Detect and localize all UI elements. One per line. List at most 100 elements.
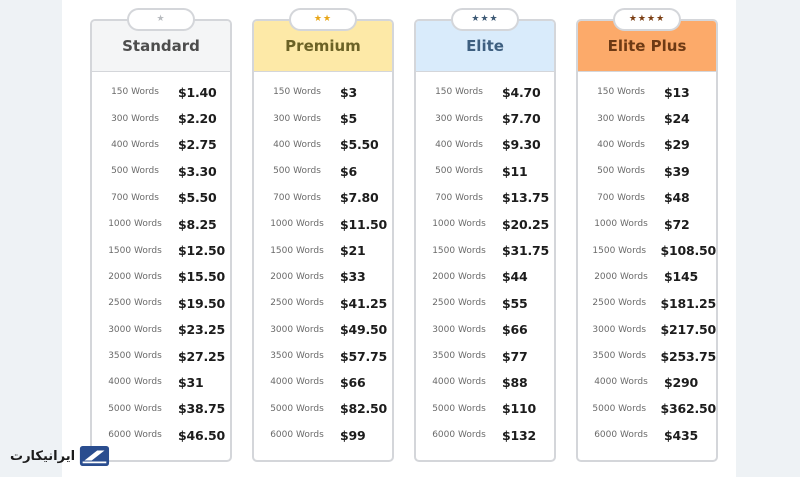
word-count: 1500 Words xyxy=(270,245,324,256)
price-row: 3500 Words $253.75 xyxy=(578,343,716,369)
price-row: 150 Words $4.70 xyxy=(416,79,554,105)
price-value: $7.80 xyxy=(340,190,379,206)
price-row: 400 Words $5.50 xyxy=(254,132,392,158)
price-row: 5000 Words $38.75 xyxy=(92,396,230,422)
word-count: 3500 Words xyxy=(592,351,647,362)
price-row: 2500 Words $55 xyxy=(416,290,554,316)
brand-logo[interactable]: ایرانیکارت xyxy=(10,444,110,468)
price-row: 4000 Words $31 xyxy=(92,369,230,395)
word-count: 1000 Words xyxy=(270,219,324,230)
word-count: 4000 Words xyxy=(594,377,648,388)
word-count: 400 Words xyxy=(111,139,159,150)
plan-card-elite: ★★★ Elite 150 Words $4.70 300 Words $7.70 400 … xyxy=(414,8,556,462)
word-count: 150 Words xyxy=(597,87,645,98)
price-value: $217.50 xyxy=(660,322,716,338)
price-row: 1000 Words $72 xyxy=(578,211,716,237)
price-row: 4000 Words $66 xyxy=(254,369,392,395)
price-value: $41.25 xyxy=(340,295,388,311)
price-row: 3000 Words $217.50 xyxy=(578,317,716,343)
price-value: $15.50 xyxy=(178,269,226,285)
price-row: 2500 Words $41.25 xyxy=(254,290,392,316)
star-rating-icon: ★★★★ xyxy=(613,8,681,31)
price-row: 700 Words $5.50 xyxy=(92,185,230,211)
word-count: 5000 Words xyxy=(432,403,486,414)
word-count: 2000 Words xyxy=(108,271,162,282)
price-value: $44 xyxy=(502,269,528,285)
price-value: $38.75 xyxy=(178,401,226,417)
star-rating-icon: ★★★ xyxy=(451,8,519,31)
price-row: 150 Words $1.40 xyxy=(92,79,230,105)
price-row: 1500 Words $31.75 xyxy=(416,237,554,263)
price-value: $33 xyxy=(340,269,366,285)
price-row: 500 Words $6 xyxy=(254,158,392,184)
price-value: $66 xyxy=(340,374,366,390)
price-list: 150 Words $13 300 Words $24 400 Words $29 500 … xyxy=(578,72,716,448)
word-count: 1000 Words xyxy=(594,219,648,230)
price-row: 2000 Words $33 xyxy=(254,264,392,290)
price-row: 1000 Words $8.25 xyxy=(92,211,230,237)
price-list: 150 Words $1.40 300 Words $2.20 400 Words $2.… xyxy=(92,72,230,448)
word-count: 500 Words xyxy=(111,166,159,177)
price-value: $435 xyxy=(664,427,698,443)
price-row: 400 Words $9.30 xyxy=(416,132,554,158)
word-count: 700 Words xyxy=(273,192,321,203)
price-row: 1500 Words $108.50 xyxy=(578,237,716,263)
word-count: 6000 Words xyxy=(594,430,648,441)
price-value: $23.25 xyxy=(178,322,226,338)
price-value: $31 xyxy=(178,374,204,390)
price-value: $108.50 xyxy=(660,243,716,259)
word-count: 2500 Words xyxy=(432,298,486,309)
word-count: 2500 Words xyxy=(270,298,324,309)
word-count: 6000 Words xyxy=(432,430,486,441)
price-row: 1500 Words $21 xyxy=(254,237,392,263)
price-value: $1.40 xyxy=(178,84,217,100)
price-row: 1000 Words $11.50 xyxy=(254,211,392,237)
word-count: 4000 Words xyxy=(108,377,162,388)
price-value: $49.50 xyxy=(340,322,388,338)
price-row: 300 Words $7.70 xyxy=(416,105,554,131)
price-row: 1500 Words $12.50 xyxy=(92,237,230,263)
word-count: 700 Words xyxy=(597,192,645,203)
price-list: 150 Words $4.70 300 Words $7.70 400 Words $9.… xyxy=(416,72,554,448)
price-row: 2000 Words $15.50 xyxy=(92,264,230,290)
price-row: 5000 Words $362.50 xyxy=(578,396,716,422)
price-row: 5000 Words $110 xyxy=(416,396,554,422)
word-count: 300 Words xyxy=(597,113,645,124)
price-value: $2.75 xyxy=(178,137,217,153)
price-value: $5 xyxy=(340,111,357,127)
price-value: $19.50 xyxy=(178,295,226,311)
price-value: $99 xyxy=(340,427,366,443)
word-count: 300 Words xyxy=(111,113,159,124)
word-count: 6000 Words xyxy=(108,430,162,441)
price-value: $31.75 xyxy=(502,243,550,259)
word-count: 500 Words xyxy=(597,166,645,177)
price-row: 3000 Words $49.50 xyxy=(254,317,392,343)
price-row: 6000 Words $46.50 xyxy=(92,422,230,448)
word-count: 500 Words xyxy=(273,166,321,177)
price-row: 500 Words $39 xyxy=(578,158,716,184)
word-count: 1000 Words xyxy=(108,219,162,230)
price-value: $145 xyxy=(664,269,698,285)
price-value: $55 xyxy=(502,295,528,311)
price-value: $88 xyxy=(502,374,528,390)
word-count: 700 Words xyxy=(435,192,483,203)
star-rating-icon: ★ xyxy=(127,8,195,31)
price-value: $110 xyxy=(502,401,536,417)
price-row: 700 Words $13.75 xyxy=(416,185,554,211)
word-count: 400 Words xyxy=(273,139,321,150)
plan-card-elite-plus: ★★★★ Elite Plus 150 Words $13 300 Words $24 40… xyxy=(576,8,718,462)
word-count: 5000 Words xyxy=(108,403,162,414)
price-row: 3500 Words $77 xyxy=(416,343,554,369)
price-value: $253.75 xyxy=(660,348,716,364)
price-value: $4.70 xyxy=(502,84,541,100)
price-row: 6000 Words $435 xyxy=(578,422,716,448)
price-value: $11 xyxy=(502,163,528,179)
price-row: 2000 Words $44 xyxy=(416,264,554,290)
price-row: 300 Words $5 xyxy=(254,105,392,131)
brand-logo-text: ایرانیکارت xyxy=(10,448,76,464)
price-row: 150 Words $13 xyxy=(578,79,716,105)
word-count: 4000 Words xyxy=(432,377,486,388)
price-row: 300 Words $24 xyxy=(578,105,716,131)
price-row: 700 Words $48 xyxy=(578,185,716,211)
price-value: $24 xyxy=(664,111,690,127)
